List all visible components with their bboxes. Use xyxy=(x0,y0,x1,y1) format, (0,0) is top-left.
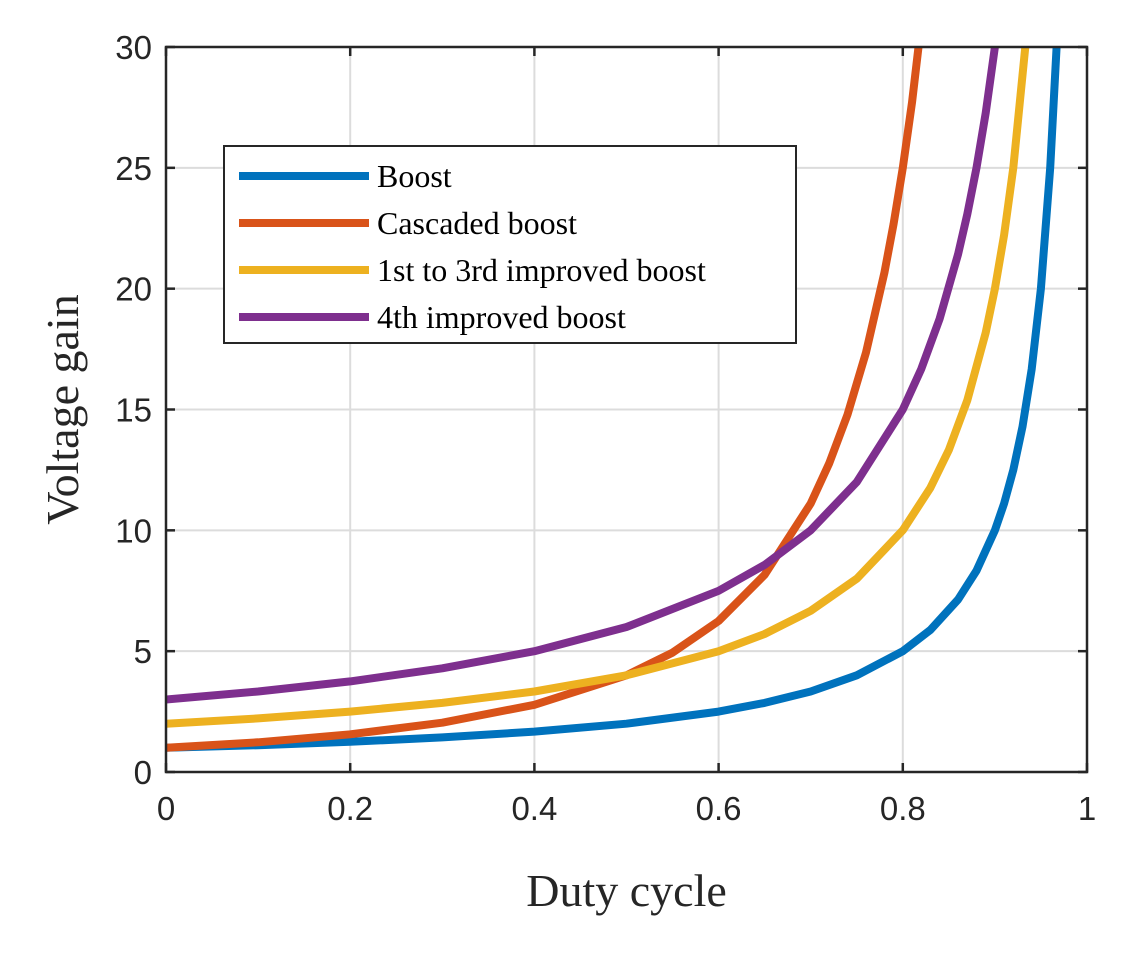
legend-label: 4th improved boost xyxy=(377,299,626,335)
series-line-3 xyxy=(166,46,1030,728)
y-tick-label: 20 xyxy=(115,271,152,308)
legend: Boost Cascaded boost 1st to 3rd improved b… xyxy=(223,145,797,344)
series-layer xyxy=(166,46,1061,752)
legend-label: Boost xyxy=(377,158,452,194)
x-axis-title: Duty cycle xyxy=(526,865,727,916)
y-tick-label: 25 xyxy=(115,150,152,187)
x-tick-label: 0 xyxy=(157,790,175,827)
x-tick-label: 0.6 xyxy=(696,790,742,827)
y-tick-label: 0 xyxy=(134,754,152,791)
y-tick-label: 30 xyxy=(115,29,152,66)
series-line-4 xyxy=(166,46,999,704)
legend-label: Cascaded boost xyxy=(377,205,577,241)
y-tick-label: 15 xyxy=(115,392,152,429)
x-tick-label: 0.8 xyxy=(880,790,926,827)
series-line-1 xyxy=(166,46,1061,752)
ticks xyxy=(164,45,1089,774)
x-tick-label: 0.4 xyxy=(511,790,557,827)
y-axis-title: Voltage gain xyxy=(37,294,88,524)
x-tick-label: 0.2 xyxy=(327,790,373,827)
y-tick-label: 5 xyxy=(134,633,152,670)
series-line-2 xyxy=(166,46,923,752)
legend-label: 1st to 3rd improved boost xyxy=(377,252,706,288)
x-tick-label: 1 xyxy=(1078,790,1096,827)
y-tick-label: 10 xyxy=(115,512,152,549)
